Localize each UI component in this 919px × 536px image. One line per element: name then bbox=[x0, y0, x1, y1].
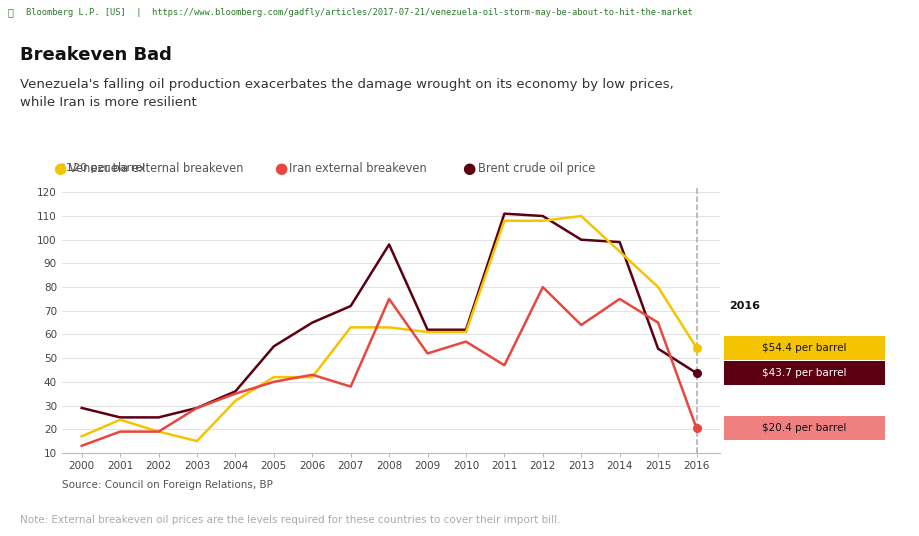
Text: ●: ● bbox=[274, 161, 287, 176]
Text: Source: Council on Foreign Relations, BP: Source: Council on Foreign Relations, BP bbox=[62, 480, 273, 490]
Text: 2016: 2016 bbox=[729, 301, 760, 311]
Text: Note: External breakeven oil prices are the levels required for these countries : Note: External breakeven oil prices are … bbox=[20, 515, 561, 525]
Text: 🔒: 🔒 bbox=[7, 7, 13, 17]
Text: ●: ● bbox=[53, 161, 66, 176]
Text: $54.4 per barrel: $54.4 per barrel bbox=[763, 343, 846, 353]
Text: Venezuela's falling oil production exacerbates the damage wrought on its economy: Venezuela's falling oil production exace… bbox=[20, 78, 674, 109]
Text: $20.4 per barrel: $20.4 per barrel bbox=[763, 423, 846, 433]
Text: ●: ● bbox=[462, 161, 475, 176]
Text: $120 per barrel: $120 per barrel bbox=[59, 163, 145, 173]
Text: Venezuela external breakeven: Venezuela external breakeven bbox=[69, 162, 244, 175]
Text: Bloomberg L.P. [US]  |  https://www.bloomberg.com/gadfly/articles/2017-07-21/ven: Bloomberg L.P. [US] | https://www.bloomb… bbox=[26, 8, 693, 17]
Text: Brent crude oil price: Brent crude oil price bbox=[478, 162, 596, 175]
Text: $43.7 per barrel: $43.7 per barrel bbox=[763, 368, 846, 378]
Text: Iran external breakeven: Iran external breakeven bbox=[289, 162, 427, 175]
Text: Breakeven Bad: Breakeven Bad bbox=[20, 46, 172, 64]
